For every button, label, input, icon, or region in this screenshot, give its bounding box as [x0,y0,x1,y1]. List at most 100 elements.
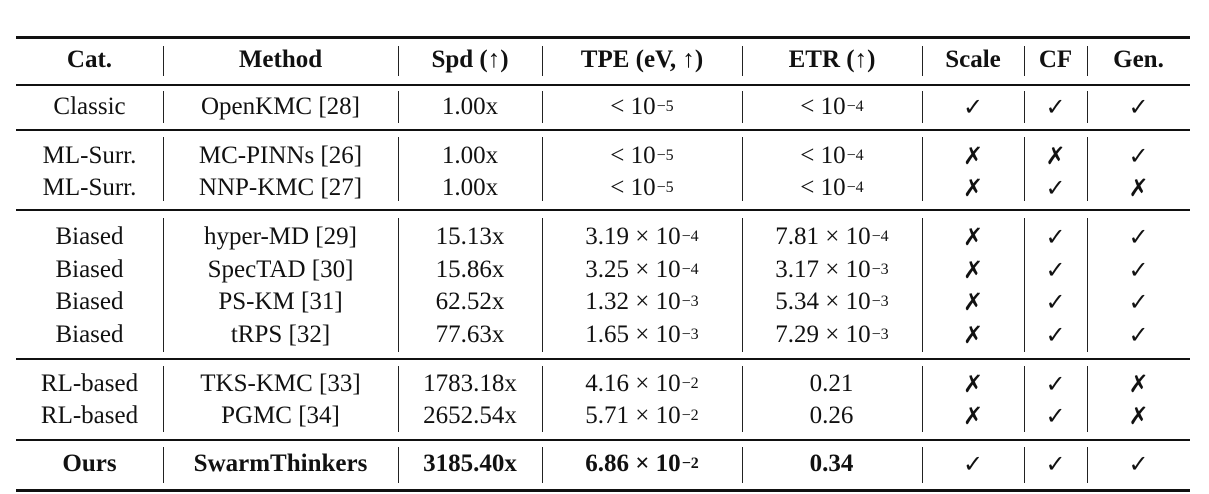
cell-cf-mark: ✓ [1045,321,1066,349]
header-gen: Gen. [1113,46,1164,73]
cell-scale-mark: ✓ [962,450,984,478]
group-rule [16,129,1190,131]
table-row: ML-Surr. MC-PINNs [26] 1.00x < 10 −5 < 10… [16,140,1190,172]
cell-speedup: 2652.54x [423,402,517,429]
cell-cf-mark: ✓ [1045,370,1066,398]
cell-scale-mark: ✗ [962,288,984,316]
cell-speedup: 1.00x [441,142,499,169]
cell-method: PGMC [34] [221,402,340,429]
cell-method: SwarmThinkers [193,450,368,477]
cell-etr: 7.29 × 10 −3 [775,321,889,348]
cell-gen-mark: ✗ [1128,370,1149,398]
cell-cf-mark: ✗ [1045,142,1066,170]
cell-cf-mark: ✓ [1045,256,1066,284]
header-etr: ETR (↑) [788,46,876,73]
cell-speedup: 1783.18x [423,370,517,397]
cell-scale-mark: ✗ [962,370,984,398]
header-tpe: TPE (eV, ↑) [580,46,704,73]
cell-gen-mark: ✓ [1128,256,1149,284]
cell-etr: < 10 −4 [800,93,864,120]
cell-scale-mark: ✗ [962,256,984,284]
top-rule [16,36,1190,39]
cell-category: Classic [53,93,126,120]
cell-gen-mark: ✗ [1128,402,1149,430]
cell-gen-mark: ✓ [1128,93,1149,121]
cell-tpe: 4.16 × 10 −2 [585,370,699,397]
cell-scale-mark: ✗ [962,174,984,202]
cell-speedup: 62.52x [435,288,505,315]
cell-scale-mark: ✗ [962,321,984,349]
cell-category: Biased [55,321,124,348]
cell-method: MC-PINNs [26] [198,142,363,169]
cell-tpe: 3.25 × 10 −4 [585,256,699,283]
header-scale: Scale [945,46,1001,73]
cell-category: ML-Surr. [42,174,137,201]
group-rule [16,209,1190,211]
cell-gen-mark: ✓ [1128,288,1149,316]
header-method: Method [238,46,323,73]
cell-method: NNP-KMC [27] [198,174,363,201]
table-row: RL-based PGMC [34] 2652.54x 5.71 × 10 −2 … [16,400,1190,432]
table-row: ML-Surr. NNP-KMC [27] 1.00x < 10 −5 < 10−… [16,172,1190,204]
cell-etr: < 10 −4 [800,142,864,169]
table-row: RL-based TKS-KMC [33] 1783.18x 4.16 × 10… [16,368,1190,400]
cell-cf-mark: ✓ [1045,450,1066,478]
cell-method: PS-KM [31] [218,288,343,315]
cell-category: Biased [55,288,124,315]
group-rule [16,358,1190,360]
cell-etr: 0.34 [809,450,854,477]
cell-cf-mark: ✓ [1045,174,1066,202]
cell-method: tRPS [32] [230,321,331,348]
cell-gen-mark: ✗ [1128,174,1149,202]
cell-tpe: 3.19 × 10 −4 [585,223,699,250]
table-row: Biased hyper-MD [29] 15.13x 3.19 × 10 −4 … [16,221,1190,253]
cell-category: RL-based [40,370,139,397]
cell-method: SpecTAD [30] [207,256,354,283]
cell-speedup: 1.00x [441,93,499,120]
cell-category: ML-Surr. [42,142,137,169]
cell-etr: 0.21 [809,370,854,397]
cell-tpe: < 10 −5 [610,93,674,120]
cell-speedup: 15.86x [435,256,505,283]
cell-method: hyper-MD [29] [204,223,357,250]
cell-scale-mark: ✗ [962,142,984,170]
cell-gen-mark: ✓ [1128,223,1149,251]
cell-etr: 0.26 [809,402,854,429]
table-row: Biased PS-KM [31] 62.52x 1.32 × 10 −3 5.3… [16,286,1190,318]
cell-tpe: < 10 −5 [610,142,674,169]
cell-tpe: 1.32 × 10 −3 [585,288,699,315]
cell-gen-mark: ✓ [1128,321,1149,349]
cell-etr: 3.17 × 10 −3 [775,256,889,283]
table-row: Biased SpecTAD [30] 15.86x 3.25 × 10 −4 3… [16,254,1190,286]
cell-etr: 7.81 × 10 −4 [775,223,889,250]
table-row: Biased tRPS [32] 77.63x 1.65 × 10 −3 7.29… [16,319,1190,351]
cell-method: OpenKMC [28] [200,93,360,120]
cell-category: Ours [62,450,117,477]
cell-cf-mark: ✓ [1045,402,1066,430]
cell-speedup: 3185.40x [423,450,517,477]
header-spd: Spd (↑) [431,46,509,73]
cell-cf-mark: ✓ [1045,93,1066,121]
cell-category: Biased [55,256,124,283]
group-rule [16,439,1190,441]
cell-cf-mark: ✓ [1045,288,1066,316]
cell-gen-mark: ✓ [1128,142,1149,170]
header-row: Cat. Method Spd (↑) TPE (eV, ↑) ETR (↑) … [16,44,1190,76]
cell-tpe: < 10 −5 [610,174,674,201]
table-row: Ours SwarmThinkers 3185.40x 6.86 × 10 −2 … [16,448,1190,480]
cell-tpe: 6.86 × 10 −2 [585,450,699,477]
header-cf: CF [1038,46,1073,73]
cell-etr: 5.34 × 10 −3 [775,288,889,315]
cell-category: RL-based [40,402,139,429]
cell-category: Biased [55,223,124,250]
cell-tpe: 1.65 × 10 −3 [585,321,699,348]
header-rule [16,84,1190,86]
cell-scale-mark: ✓ [962,93,984,121]
cell-scale-mark: ✗ [962,402,984,430]
cell-cf-mark: ✓ [1045,223,1066,251]
cell-speedup: 77.63x [435,321,505,348]
cell-etr: < 10 −4 [800,174,864,201]
cell-scale-mark: ✗ [962,223,984,251]
cell-tpe: 5.71 × 10 −2 [585,402,699,429]
table-row: Classic OpenKMC [28] 1.00x < 10 −5 < 10 −4… [16,91,1190,123]
